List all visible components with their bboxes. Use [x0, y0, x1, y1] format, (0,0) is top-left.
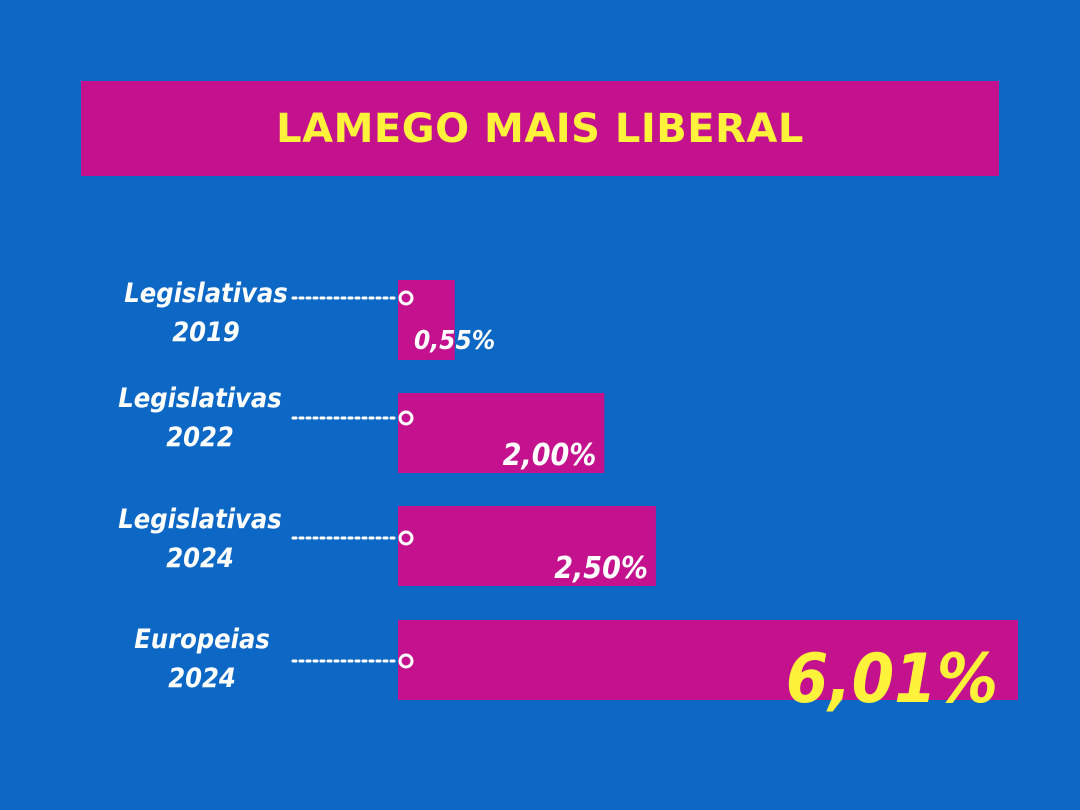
category-label-2: Legislativas 2024: [118, 504, 281, 574]
value-label-3: 6,01%: [786, 640, 998, 719]
bar-1: [398, 393, 605, 473]
value-label-1: 2,00%: [503, 438, 597, 473]
bar-3: [398, 620, 1018, 700]
bar-2: [398, 506, 656, 586]
category-label-3: Europeias 2024: [134, 624, 270, 694]
marker-circle-0: [398, 290, 414, 306]
category-label-1: Legislativas 2022: [118, 383, 281, 453]
value-label-2: 2,50%: [554, 551, 648, 586]
title-banner: LAMEGO MAIS LIBERAL: [81, 81, 999, 176]
marker-circle-1: [398, 410, 414, 426]
category-label-0: Legislativas 2019: [124, 278, 287, 348]
chart-title: LAMEGO MAIS LIBERAL: [276, 105, 804, 152]
marker-circle-3: [398, 653, 414, 669]
marker-circle-2: [398, 530, 414, 546]
value-label-0: 0,55%: [414, 326, 495, 356]
